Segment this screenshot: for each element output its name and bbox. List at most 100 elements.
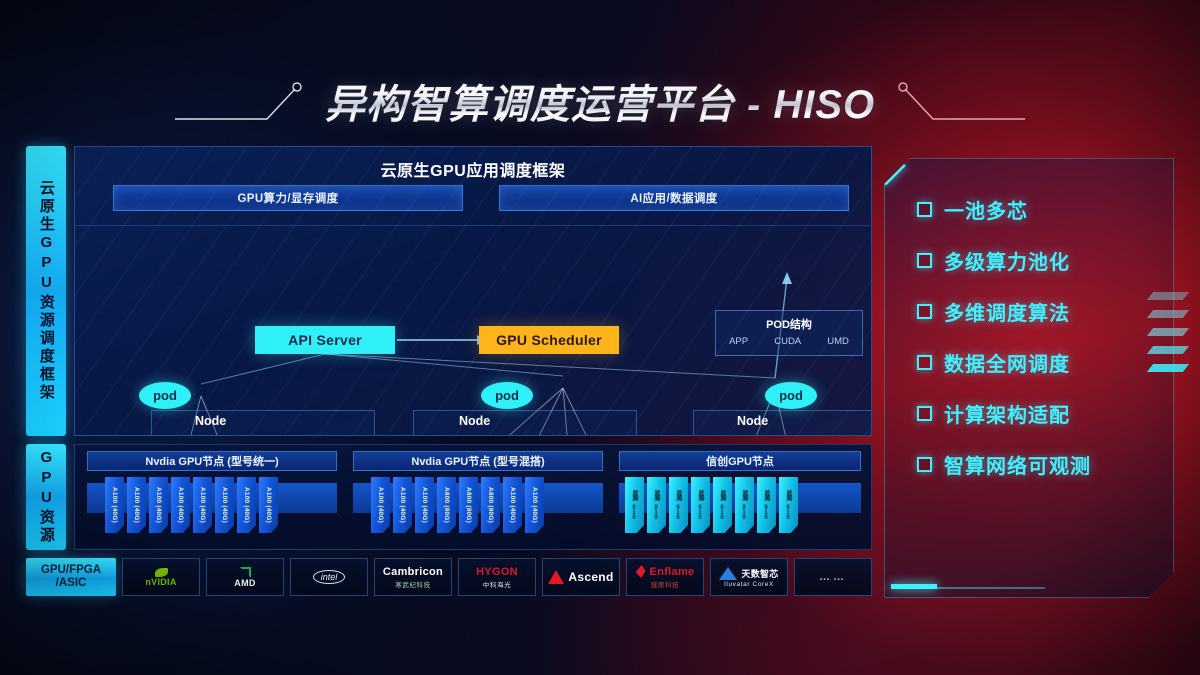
scheduling-bar-ai[interactable]: AI应用/数据调度 (499, 185, 849, 211)
gpu-card-label: 昇腾 910 (653, 490, 659, 520)
gpu-card[interactable]: A800 (80G) (437, 477, 456, 533)
checkbox-square-icon (917, 355, 932, 370)
feature-item[interactable]: 智算网络可观测 (917, 450, 1159, 479)
checkbox-square-icon (917, 202, 932, 217)
pod-structure-items: APP CUDA UMD (716, 336, 862, 347)
gpu-card-label: A100 (40G) (133, 487, 140, 523)
gpu-node-block: Nvdia GPU节点 (型号混搭) A100 (40G) A100 (40G)… (349, 445, 607, 549)
gpu-card[interactable]: A800 (80G) (459, 477, 478, 533)
gpu-node-title: 信创GPU节点 (619, 451, 861, 471)
vendor-name: nVIDIA (145, 576, 177, 587)
pod-structure-title: POD结构 (766, 319, 812, 331)
feature-label: 计算架构适配 (944, 405, 1070, 427)
vendor-name: …… (819, 571, 847, 583)
gpu-card[interactable]: 昇腾 910 (669, 477, 688, 533)
vendor-name: Ascend (568, 570, 614, 584)
feature-item[interactable]: 数据全网调度 (917, 348, 1159, 377)
title-bar: 异构智算调度运营平台 - HISO (0, 72, 1200, 130)
gpu-card[interactable]: A800 (80G) (481, 477, 500, 533)
gpu-card[interactable]: A100 (40G) (127, 477, 146, 533)
feature-label: 一池多芯 (944, 201, 1028, 223)
panel-edge-accent-bottom (935, 587, 1045, 589)
gpu-card-stack: A100 (40G) A100 (40G) A100 (40G) A800 (8… (371, 477, 544, 533)
pod-structure-box: POD结构 APP CUDA UMD (715, 310, 863, 356)
gpu-card-label: A100 (40G) (243, 487, 250, 523)
vendor-logo-amd[interactable]: AMD (206, 558, 284, 596)
feature-item[interactable]: 计算架构适配 (917, 399, 1159, 428)
title-left-decoration (174, 82, 302, 120)
gpu-card-label: A800 (80G) (443, 487, 450, 523)
vendor-name: 天数智芯 (741, 568, 779, 579)
gpu-card[interactable]: A100 (40G) (171, 477, 190, 533)
gpu-node-title: Nvdia GPU节点 (型号统一) (87, 451, 337, 471)
vendor-logo-cambricon[interactable]: Cambricon 寒武纪科技 (374, 558, 452, 596)
vendor-name: Cambricon (382, 565, 444, 578)
gpu-card[interactable]: A100 (40G) (503, 477, 522, 533)
pod-ellipse[interactable]: pod (139, 382, 191, 409)
title-right-decoration (898, 82, 1026, 120)
gpu-card[interactable]: A100 (40G) (525, 477, 544, 533)
gpu-card-label: A100 (40G) (421, 487, 428, 523)
gpu-node-block: Nvdia GPU节点 (型号统一) A100 (40G) A100 (40G)… (83, 445, 341, 549)
scheduling-bar-compute[interactable]: GPU算力/显存调度 (113, 185, 463, 211)
pod-ellipse[interactable]: pod (765, 382, 817, 409)
gpu-scheduler-node[interactable]: GPU Scheduler (479, 326, 619, 354)
feature-list: 一池多芯 多级算力池化 多维调度算法 数据全网调度 计算架构适配 智算网络可观测 (917, 195, 1159, 479)
enflame-flame-icon (635, 565, 646, 578)
gpu-card[interactable]: A100 (40G) (237, 477, 256, 533)
vendor-name: intel (312, 570, 346, 584)
gpu-node-block: 信创GPU节点 昇腾 910 昇腾 910 昇腾 910 昇腾 910 昇腾 9… (615, 445, 865, 549)
iluvatar-mountain-icon (719, 566, 738, 580)
vendor-logo-intel[interactable]: intel (290, 558, 368, 596)
gpu-card-label: 昇腾 910 (631, 490, 637, 520)
feature-item[interactable]: 多维调度算法 (917, 297, 1159, 326)
architecture-diagram: 云原生GPU资源调度框架 GPU资源 云原生GPU应用调度框架 GPU算力/显存… (26, 146, 872, 600)
vendor-logo-ascend[interactable]: Ascend (542, 558, 620, 596)
vendor-more-placeholder[interactable]: …… (794, 558, 872, 596)
gpu-card-stack: 昇腾 910 昇腾 910 昇腾 910 昇腾 910 昇腾 910 昇腾 91… (625, 477, 798, 533)
gpu-card[interactable]: A100 (40G) (193, 477, 212, 533)
node-group: pod Node Kubelet vGPU mGPU vGPU vGPU mGP… (133, 382, 383, 435)
framework-inner-area: API Server GPU Scheduler POD结构 APP CUDA … (75, 225, 871, 435)
gpu-card[interactable]: 昇腾 910 (713, 477, 732, 533)
gpu-card-label: A100 (40G) (399, 487, 406, 523)
gpu-card[interactable]: A100 (40G) (215, 477, 234, 533)
gpu-card[interactable]: A100 (40G) (149, 477, 168, 533)
checkbox-square-icon (917, 304, 932, 319)
node-boundary (693, 410, 871, 435)
gpu-card[interactable]: A100 (40G) (371, 477, 390, 533)
gpu-card[interactable]: A100 (40G) (105, 477, 124, 533)
row-label-cloud-native: 云原生GPU资源调度框架 (26, 146, 66, 436)
feature-item[interactable]: 一池多芯 (917, 195, 1159, 224)
pod-ellipse[interactable]: pod (481, 382, 533, 409)
vendor-logo-enflame[interactable]: Enflame 燧原科技 (626, 558, 704, 596)
feature-highlights-panel: 一池多芯 多级算力池化 多维调度算法 数据全网调度 计算架构适配 智算网络可观测 (884, 158, 1174, 598)
panel-corner-accent-bottom-left (891, 584, 937, 589)
gpu-card[interactable]: 昇腾 910 (757, 477, 776, 533)
vendor-sub: Iluvatar CoreX (724, 580, 774, 588)
gpu-card[interactable]: 昇腾 910 (647, 477, 666, 533)
gpu-card-label: 昇腾 910 (719, 490, 725, 520)
gpu-card[interactable]: A100 (40G) (393, 477, 412, 533)
gpu-card-label: A100 (40G) (265, 487, 272, 523)
gpu-card-label: A100 (40G) (155, 487, 162, 523)
gpu-card-label: A100 (40G) (221, 487, 228, 523)
gpu-card[interactable]: 昇腾 910 (625, 477, 644, 533)
gpu-card[interactable]: A100 (40G) (415, 477, 434, 533)
api-server-node[interactable]: API Server (255, 326, 395, 354)
gpu-card[interactable]: 昇腾 910 (691, 477, 710, 533)
gpu-card[interactable]: 昇腾 910 (735, 477, 754, 533)
feature-item[interactable]: 多级算力池化 (917, 246, 1159, 275)
nvidia-eye-icon (154, 567, 168, 577)
gpu-card[interactable]: 昇腾 910 (779, 477, 798, 533)
gpu-card-label: A100 (40G) (199, 487, 206, 523)
feature-label: 多级算力池化 (944, 252, 1070, 274)
vendor-logo-hygon[interactable]: HYGON 中科海光 (458, 558, 536, 596)
gpu-card[interactable]: A100 (40G) (259, 477, 278, 533)
vendor-logo-nvidia[interactable]: nVIDIA (122, 558, 200, 596)
node-title: Node (195, 414, 227, 428)
decorative-stripes (1146, 292, 1190, 422)
vendor-logo-iluvatar[interactable]: 天数智芯 Iluvatar CoreX (710, 558, 788, 596)
gpu-card-label: A800 (80G) (465, 487, 472, 523)
pod-layer-umd: UMD (827, 336, 849, 347)
